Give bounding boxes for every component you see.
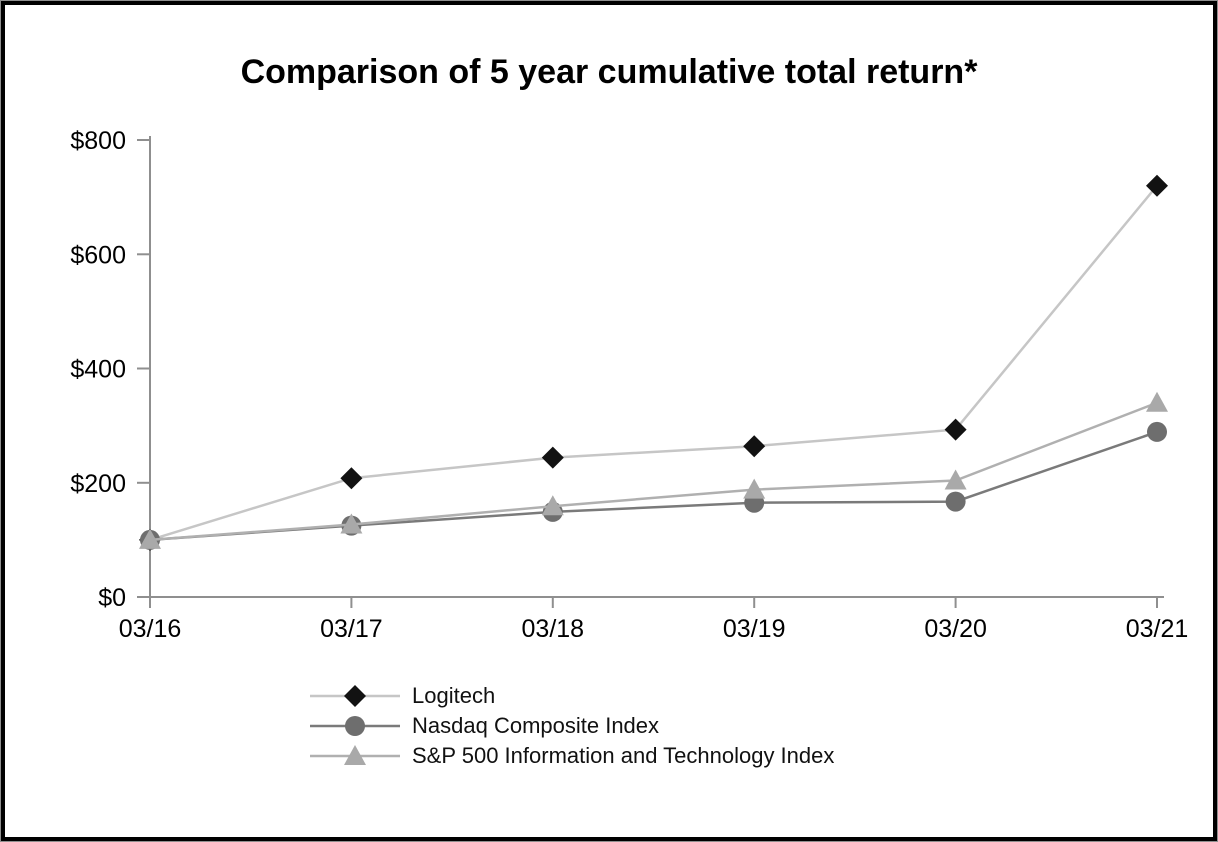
legend-label-nasdaq: Nasdaq Composite Index [412,713,660,738]
series-line [149,430,1158,542]
legend-label-logitech: Logitech [412,683,496,708]
x-axis-tick-label: 03/16 [119,615,182,643]
chart-legend: Logitech Nasdaq Composite Index S&P 500 … [310,681,834,771]
legend-row-sp500it: S&P 500 Information and Technology Index [310,741,834,771]
data-point-circle [945,491,966,512]
y-axis-tick-label: $600 [70,241,126,269]
x-axis-tick-label: 03/21 [1126,615,1189,643]
y-axis: $0 $200 $400 $600 $800 [70,127,151,612]
y-axis-tick-label: $200 [70,470,126,498]
data-point-diamond [340,467,363,490]
legend-row-logitech: Logitech [310,681,834,711]
data-point-diamond [944,418,967,441]
legend-diamond-marker-icon [310,685,400,707]
data-point-triangle [139,528,161,549]
data-point-triangle [743,478,766,499]
y-axis-tick-label: $400 [70,356,126,384]
data-point-circle [1147,421,1167,442]
legend-circle-marker-icon [310,716,400,736]
data-point-triangle [344,745,366,765]
data-point-diamond [344,685,366,707]
data-point-triangle [340,513,363,534]
legend-row-nasdaq: Nasdaq Composite Index [310,711,834,741]
data-point-triangle [1146,391,1168,412]
legend-triangle-marker-icon [310,745,400,765]
data-point-triangle [944,469,967,490]
data-point-diamond [541,446,564,469]
x-axis: 03/16 03/17 03/18 03/19 03/20 03/21 [119,596,1189,643]
x-axis-tick-label: 03/18 [522,615,585,643]
x-axis-tick-label: 03/19 [723,615,786,643]
series-line [149,184,1158,542]
data-point-triangle [541,495,564,516]
data-point-diamond [1146,174,1168,197]
series-line [149,401,1158,542]
data-point-circle [345,716,365,736]
y-axis-tick-label: $800 [70,127,126,155]
series-s-p-500-information-and-technology-index [139,391,1168,549]
y-axis-tick-label: $0 [98,584,126,612]
data-point-diamond [743,435,766,458]
series-logitech [139,174,1168,551]
legend-label-sp500it: S&P 500 Information and Technology Index [412,743,835,768]
chart-title: Comparison of 5 year cumulative total re… [240,53,978,91]
series-nasdaq-composite-index [140,421,1167,550]
x-axis-tick-label: 03/17 [320,615,383,643]
x-axis-tick-label: 03/20 [924,615,987,643]
